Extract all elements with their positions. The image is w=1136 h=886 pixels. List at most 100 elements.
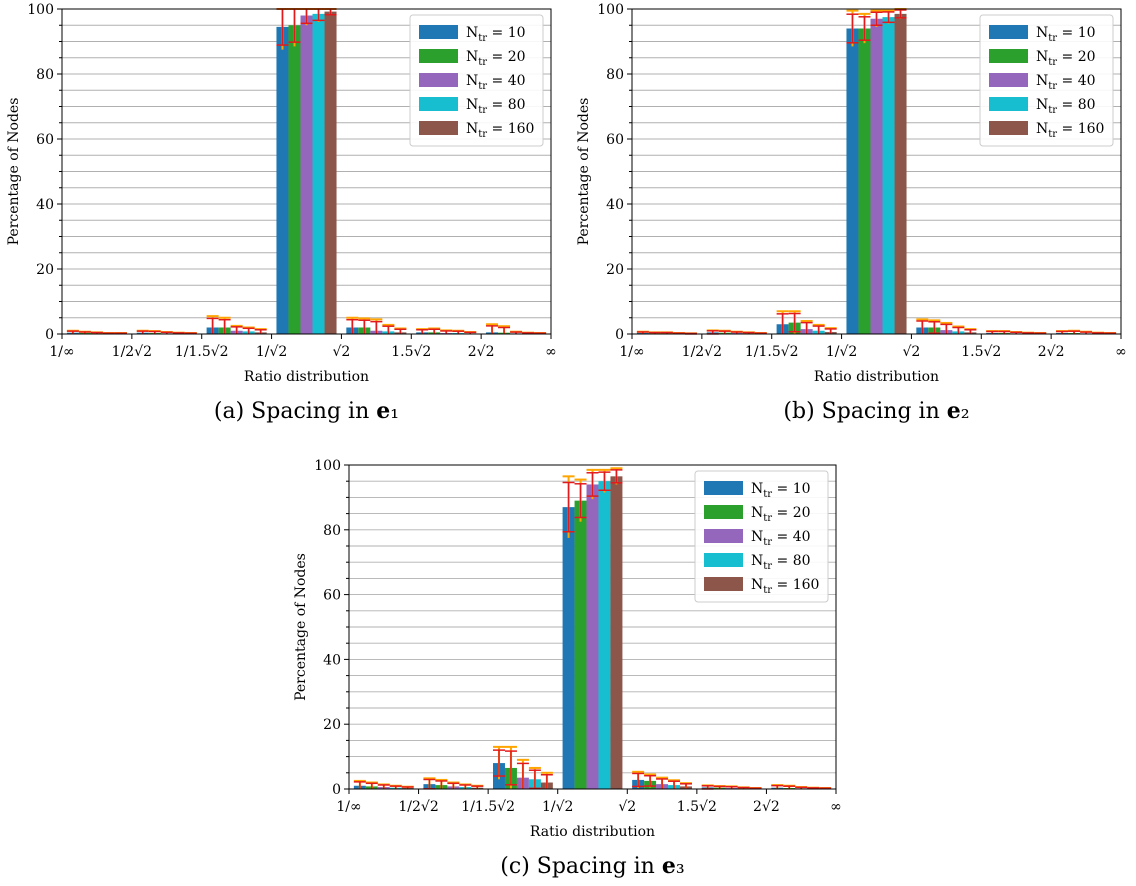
errorbar-3-s3-c3 xyxy=(516,758,529,789)
chart-panel-2: 0 20 40 60 80 100 1/∞ 1/2√2 1/1.5√2 1/√2 √2 1.5√2 2√… xyxy=(576,2,1127,424)
errorbar-3-s2-c6 xyxy=(713,785,726,789)
x-tick-label: 1/1.5√2 xyxy=(175,344,229,360)
errorbar-1-s2-c7 xyxy=(498,325,511,334)
errorbar-2-s4-c4 xyxy=(882,9,895,24)
legend-label: Ntr = 20 xyxy=(751,505,811,524)
legend-swatch xyxy=(989,121,1028,135)
legend-swatch xyxy=(989,25,1028,39)
legend-swatch xyxy=(704,577,743,591)
errorbar-3-s1-c5 xyxy=(632,770,645,789)
errorbar-3-s5-c4 xyxy=(610,467,623,485)
x-tick-label: 1/1.5√2 xyxy=(745,344,799,360)
x-tick-label: √2 xyxy=(618,799,636,815)
errorbar-3-s1-c1 xyxy=(353,779,366,789)
legend-label: Ntr = 10 xyxy=(466,25,526,44)
errorbar-1-s5-c5 xyxy=(394,327,407,334)
errorbar-1-s2-c3 xyxy=(218,316,231,334)
errorbar-1-s1-c5 xyxy=(346,316,359,334)
errorbar-2-s4-c2 xyxy=(742,331,755,334)
y-tick-label: 0 xyxy=(615,327,624,343)
errorbar-3-s5-c3 xyxy=(540,771,553,789)
x-tick-label: 1.5√2 xyxy=(677,799,717,815)
errorbar-3-s2-c2 xyxy=(435,778,448,789)
legend-label: Ntr = 160 xyxy=(466,121,534,140)
x-tick-label: 1/√2 xyxy=(542,799,573,815)
errorbar-2-s1-c5 xyxy=(916,318,929,334)
errorbar-2-s3-c3 xyxy=(800,320,813,334)
legend-swatch xyxy=(419,49,458,63)
legend-swatch xyxy=(419,97,458,111)
x-tick-label: 1/2√2 xyxy=(398,799,438,815)
legend-swatch xyxy=(704,529,743,543)
x-tick-label: 2√2 xyxy=(1038,344,1065,360)
errorbar-3-s1-c4 xyxy=(562,475,575,538)
bar-1-s5-c4 xyxy=(324,11,337,334)
errorbar-1-s4-c6 xyxy=(452,329,465,334)
bar-3-s2-c4 xyxy=(574,500,587,789)
errorbar-3-s3-c5 xyxy=(656,776,669,789)
x-tick-label: ∞ xyxy=(1115,344,1127,360)
errorbar-3-s2-c3 xyxy=(504,745,517,789)
errorbar-1-s1-c1 xyxy=(66,329,79,334)
x-axis-label: Ratio distribution xyxy=(814,369,939,385)
x-tick-label: 1/∞ xyxy=(336,799,361,815)
errorbar-3-s3-c1 xyxy=(377,783,390,789)
errorbar-2-s2-c4 xyxy=(858,12,871,44)
y-axis-label: Percentage of Nodes xyxy=(576,98,592,246)
errorbar-1-s5-c3 xyxy=(254,328,267,334)
bar-2-s3-c4 xyxy=(870,18,883,334)
errorbar-3-s5-c5 xyxy=(680,782,693,789)
bar-2-s4-c4 xyxy=(882,17,895,334)
x-tick-label: 1/√2 xyxy=(826,344,857,360)
bar-3-s1-c4 xyxy=(562,507,575,789)
y-tick-label: 60 xyxy=(323,588,341,604)
y-axis-label: Percentage of Nodes xyxy=(6,98,22,246)
legend-box xyxy=(979,14,1114,147)
bar-3-s5-c4 xyxy=(610,476,623,789)
y-tick-label: 60 xyxy=(606,132,624,148)
legend-label: Ntr = 20 xyxy=(1036,49,1096,68)
legend-box xyxy=(409,14,544,147)
bar-1-s1-c4 xyxy=(276,26,289,334)
bar-2-s1-c4 xyxy=(846,28,859,334)
legend: Ntr = 10 Ntr = 20 Ntr = 40 Ntr = 80 Ntr = 16… xyxy=(694,470,829,603)
bar-3-s4-c4 xyxy=(598,481,611,789)
errorbar-3-s2-c4 xyxy=(574,478,587,522)
errorbar-2-s3-c5 xyxy=(940,321,953,334)
errorbar-1-s1-c6 xyxy=(416,328,429,334)
legend-label: Ntr = 10 xyxy=(751,481,811,500)
y-tick-label: 80 xyxy=(323,523,341,539)
legend-label: Ntr = 80 xyxy=(751,553,811,572)
errorbar-2-s1-c2 xyxy=(706,329,719,335)
legend-label: Ntr = 10 xyxy=(1036,25,1096,44)
x-tick-label: 1/∞ xyxy=(619,344,644,360)
errorbar-3-s1-c3 xyxy=(492,745,505,780)
panel-caption: (a) Spacing in e₁ xyxy=(214,398,399,424)
legend-label: Ntr = 160 xyxy=(1036,121,1104,140)
errorbar-2-s2-c7 xyxy=(1068,329,1081,334)
y-tick-label: 100 xyxy=(314,458,341,474)
y-tick-label: 20 xyxy=(606,262,624,278)
legend-swatch xyxy=(704,553,743,567)
y-tick-label: 100 xyxy=(27,2,54,18)
legend-swatch xyxy=(704,481,743,495)
errorbar-1-s3-c6 xyxy=(440,329,453,334)
errorbar-2-s3-c4 xyxy=(870,9,883,27)
errorbar-2-s2-c3 xyxy=(788,310,801,334)
errorbar-1-s3-c5 xyxy=(370,318,383,334)
x-tick-label: √2 xyxy=(903,344,921,360)
errorbar-2-s2-c5 xyxy=(928,319,941,334)
errorbar-1-s1-c3 xyxy=(206,315,219,334)
x-tick-label: 2√2 xyxy=(468,344,495,360)
errorbar-1-s4-c3 xyxy=(242,326,255,334)
y-tick-label: 40 xyxy=(36,197,54,213)
errorbar-3-s1-c6 xyxy=(701,784,714,790)
bar-1-s3-c4 xyxy=(300,15,313,334)
errorbar-2-s5-c5 xyxy=(964,328,977,334)
legend-swatch xyxy=(989,49,1028,63)
errorbar-3-s2-c1 xyxy=(365,781,378,789)
legend-label: Ntr = 40 xyxy=(1036,73,1096,92)
x-tick-label: 1.5√2 xyxy=(961,344,1001,360)
y-tick-label: 60 xyxy=(36,132,54,148)
